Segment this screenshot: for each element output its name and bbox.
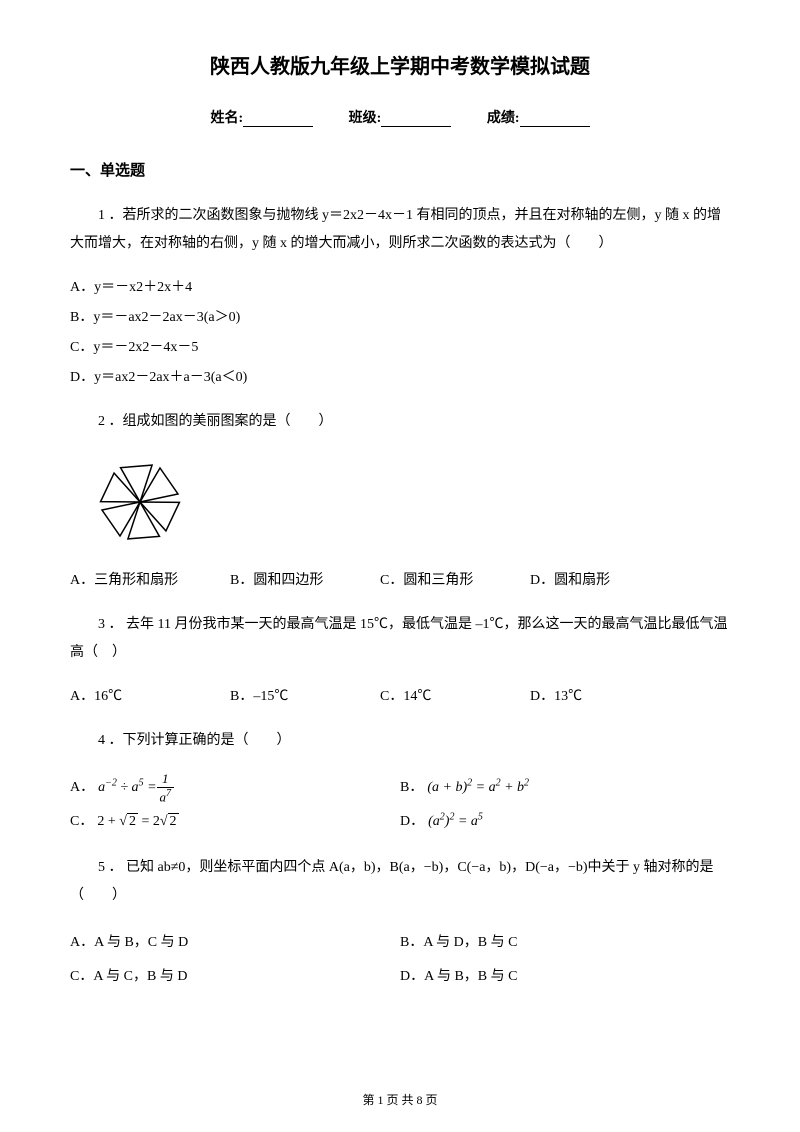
q2-opt-c[interactable]: C．圆和三角形 (380, 567, 530, 595)
q1-opt-d[interactable]: D．y＝ax2－2ax＋a－3(a＜0) (70, 364, 730, 392)
q5-stem: 5 ． 已知 ab≠0，则坐标平面内四个点 A(a，b)，B(a，−b)，C(−… (70, 854, 730, 910)
name-blank[interactable] (243, 113, 313, 127)
page-title: 陕西人教版九年级上学期中考数学模拟试题 (70, 50, 730, 79)
score-label: 成绩: (487, 107, 520, 127)
q5-opt-c[interactable]: C．A 与 C，B 与 D (70, 960, 400, 994)
page-footer: 第 1 页 共 8 页 (0, 1091, 800, 1108)
q5-opt-d[interactable]: D．A 与 B，B 与 C (400, 960, 730, 994)
q5-opt-a[interactable]: A．A 与 B，C 与 D (70, 926, 400, 960)
q4-opt-d[interactable]: D． (a2)2 = a5 (400, 805, 730, 839)
q3-opt-b[interactable]: B．–15℃ (230, 683, 380, 711)
q2-opt-b[interactable]: B．圆和四边形 (230, 567, 380, 595)
q3-stem: 3 ． 去年 11 月份我市某一天的最高气温是 15℃，最低气温是 –1℃，那么… (70, 611, 730, 667)
q4-options: A． a−2 ÷ a5 = 1a7 B． (a + b)2 = a2 + b2 … (70, 771, 730, 838)
q5-options: A．A 与 B，C 与 D B．A 与 D，B 与 C C．A 与 C，B 与 … (70, 926, 730, 993)
q3-options: A．16℃ B．–15℃ C．14℃ D．13℃ (70, 683, 730, 711)
q3-opt-c[interactable]: C．14℃ (380, 683, 530, 711)
info-line: 姓名: 班级: 成绩: (70, 107, 730, 127)
class-label: 班级: (349, 107, 382, 127)
q4-opt-a[interactable]: A． a−2 ÷ a5 = 1a7 (70, 771, 400, 805)
score-blank[interactable] (520, 113, 590, 127)
q2-opt-d[interactable]: D．圆和扇形 (530, 567, 610, 595)
q1-stem: 1 ．若所求的二次函数图象与抛物线 y＝2x2－4x－1 有相同的顶点，并且在对… (70, 202, 730, 258)
q2-stem: 2 ．组成如图的美丽图案的是（ ） (70, 408, 730, 436)
q1-opt-b[interactable]: B．y＝－ax2－2ax－3(a＞0) (70, 304, 730, 332)
q2-opt-a[interactable]: A．三角形和扇形 (70, 567, 230, 595)
q4-stem: 4 ．下列计算正确的是（ ） (70, 727, 730, 755)
section-heading: 一、单选题 (70, 159, 730, 180)
q1-opt-c[interactable]: C．y＝－2x2－4x－5 (70, 334, 730, 362)
q3-opt-d[interactable]: D．13℃ (530, 683, 582, 711)
q4-opt-b[interactable]: B． (a + b)2 = a2 + b2 (400, 771, 730, 805)
q1-options: A．y＝－x2＋2x＋4 B．y＝－ax2－2ax－3(a＞0) C．y＝－2x… (70, 274, 730, 392)
q1-opt-a[interactable]: A．y＝－x2＋2x＋4 (70, 274, 730, 302)
q5-opt-b[interactable]: B．A 与 D，B 与 C (400, 926, 730, 960)
q4-opt-c[interactable]: C． 2 + 2 = 22 (70, 805, 400, 839)
q2-figure (90, 452, 730, 557)
q2-options: A．三角形和扇形 B．圆和四边形 C．圆和三角形 D．圆和扇形 (70, 567, 730, 595)
class-blank[interactable] (381, 113, 451, 127)
name-label: 姓名: (210, 107, 243, 127)
q3-opt-a[interactable]: A．16℃ (70, 683, 230, 711)
